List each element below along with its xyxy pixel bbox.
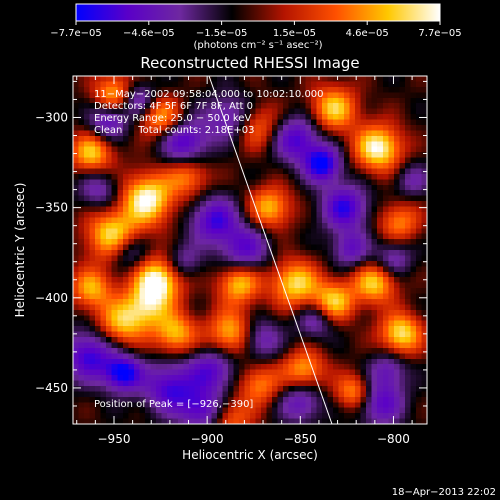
x-tick-label: −950	[98, 432, 131, 446]
colorbar-tick-labels: −7.7e−05 −4.6e−05 −1.5e−05 1.5e−05 4.6e−05 7.…	[50, 28, 461, 39]
heatmap-raster	[73, 76, 427, 424]
y-axis-label: Heliocentric Y (arcsec)	[13, 183, 27, 318]
y-tick-label: −400	[35, 291, 68, 305]
y-tick-label: −300	[35, 110, 68, 124]
colorbar-tick-label: 4.6e−05	[346, 28, 389, 39]
colorbar-tick-label: −7.7e−05	[50, 28, 102, 39]
colorbar-tick-label: 1.5e−05	[273, 28, 316, 39]
colorbar-tick-label: −4.6e−05	[123, 28, 175, 39]
x-axis-ticks	[76, 76, 413, 424]
colorbar-tick-label: 7.7e−05	[418, 28, 461, 39]
x-axis-tick-labels: −950 −900 −850 −800	[98, 432, 410, 446]
y-axis-ticks	[73, 80, 427, 425]
x-tick-label: −800	[377, 432, 410, 446]
x-axis-label: Heliocentric X (arcsec)	[182, 448, 318, 462]
x-tick-label: −850	[284, 432, 317, 446]
peak-position-label: Position of Peak = [−926,−390]	[94, 399, 253, 410]
plot-frame	[72, 75, 428, 425]
annotation-time-range: 11−May−2002 09:58:04.000 to 10:02:10.000	[94, 89, 324, 100]
y-tick-label: −350	[35, 201, 68, 215]
colorbar	[75, 3, 441, 22]
heatmap-image	[73, 76, 427, 424]
chart-title: Reconstructed RHESSI Image	[140, 54, 359, 72]
y-axis-tick-labels: −300 −350 −400 −450	[35, 110, 68, 394]
y-tick-label: −450	[35, 381, 68, 395]
colorbar-ticks	[75, 21, 441, 25]
colorbar-tick-label: −1.5e−05	[196, 28, 248, 39]
solar-limb-line	[208, 76, 333, 424]
generation-timestamp: 18−Apr−2013 22:02	[392, 487, 496, 498]
x-tick-label: −900	[191, 432, 224, 446]
colorbar-unit-label: (photons cm⁻² s⁻¹ asec⁻²)	[193, 40, 322, 51]
annotation-energy-range: Energy Range: 25.0 − 50.0 keV	[94, 113, 251, 124]
observation-info: 11−May−2002 09:58:04.000 to 10:02:10.000…	[94, 89, 324, 136]
annotation-detectors: Detectors: 4F 5F 6F 7F 8F, Att 0	[94, 101, 253, 112]
annotation-clean-counts: Clean Total counts: 2.18E+03	[94, 125, 254, 136]
